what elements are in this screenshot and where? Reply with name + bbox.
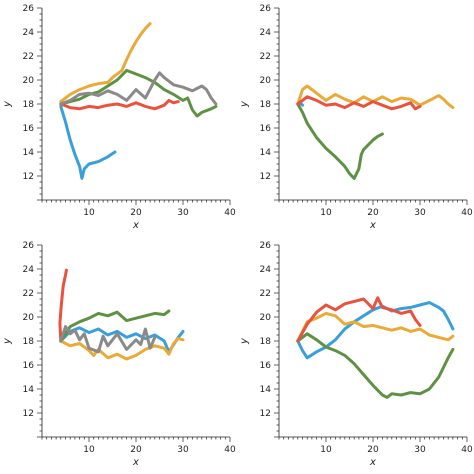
y-tick-label: 24 [23,28,35,38]
series-line-2 [296,84,455,110]
series-line-4 [296,95,422,111]
subplot-bottom-right: 12 14 16 18 20 22 24 26 10 20 30 40 x y [239,241,473,468]
y-axis-label: y [2,100,13,108]
x-tick-label: 10 [83,445,95,455]
x-axis-label: x [132,220,139,231]
series-line-1 [296,301,455,360]
y-tick-label: 20 [260,76,272,86]
y-tick-label: 16 [260,361,272,371]
y-tick-label: 22 [23,52,34,62]
x-tick-label: 30 [177,445,189,455]
x-tick-label: 40 [461,445,473,455]
y-tick-label: 12 [23,409,34,419]
y-axis-label: y [239,100,250,108]
y-tick-label: 20 [23,313,35,323]
y-tick-label: 14 [23,385,35,395]
y-tick-label: 12 [260,172,271,182]
y-tick-label: 26 [260,4,272,14]
series-line-2 [59,22,152,104]
subplot-bottom-left: 12 14 16 18 20 22 24 26 10 20 30 40 x y [2,241,236,468]
subplot-top-right: 12 14 16 18 20 22 24 26 10 20 30 40 x y [239,4,473,231]
series-line-2 [59,337,185,361]
x-tick-label: 30 [414,208,426,218]
series-line-3 [296,102,384,180]
x-tick-label: 40 [461,208,473,218]
series-line-4 [296,296,422,343]
series-line-1 [59,104,117,180]
subplot-top-left: 12 14 16 18 20 22 24 26 10 20 30 40 x y [2,4,236,231]
y-axis-label: y [239,337,250,345]
series-line-3 [59,309,171,343]
x-tick-label: 30 [177,208,189,218]
y-tick-label: 14 [23,148,35,158]
y-tick-label: 26 [23,4,35,14]
y-tick-label: 14 [260,148,272,158]
y-tick-label: 20 [23,76,35,86]
x-tick-label: 20 [130,208,142,218]
x-tick-label: 20 [367,445,379,455]
x-tick-label: 10 [320,208,332,218]
x-tick-label: 20 [367,208,379,218]
x-tick-label: 10 [83,208,95,218]
series-line-5 [59,71,218,106]
y-tick-label: 26 [23,241,35,251]
x-tick-label: 30 [414,445,426,455]
x-tick-label: 20 [130,445,142,455]
y-tick-label: 18 [23,100,35,110]
y-tick-label: 16 [23,124,35,134]
series-line-4 [58,268,68,343]
x-tick-label: 40 [224,208,236,218]
x-axis-label: x [369,220,376,231]
x-tick-label: 10 [320,445,332,455]
x-axis-label: x [132,457,139,468]
y-tick-label: 16 [23,361,35,371]
y-tick-label: 14 [260,385,272,395]
y-tick-label: 24 [260,28,272,38]
y-tick-label: 16 [260,124,272,134]
y-tick-label: 12 [260,409,271,419]
series-line-3 [296,332,455,399]
series-line-5 [59,325,157,354]
x-axis-label: x [369,457,376,468]
y-tick-label: 18 [260,100,272,110]
y-axis-label: y [2,337,13,345]
y-tick-label: 22 [260,289,271,299]
series-line-4 [59,98,180,111]
y-tick-label: 20 [260,313,272,323]
y-tick-label: 18 [260,337,272,347]
y-tick-label: 24 [260,265,272,275]
series-line-2 [296,311,455,343]
y-tick-label: 22 [23,289,34,299]
y-tick-label: 24 [23,265,35,275]
y-tick-label: 18 [23,337,35,347]
y-tick-label: 26 [260,241,272,251]
x-tick-label: 40 [224,445,236,455]
y-tick-label: 12 [23,172,34,182]
y-tick-label: 22 [260,52,271,62]
